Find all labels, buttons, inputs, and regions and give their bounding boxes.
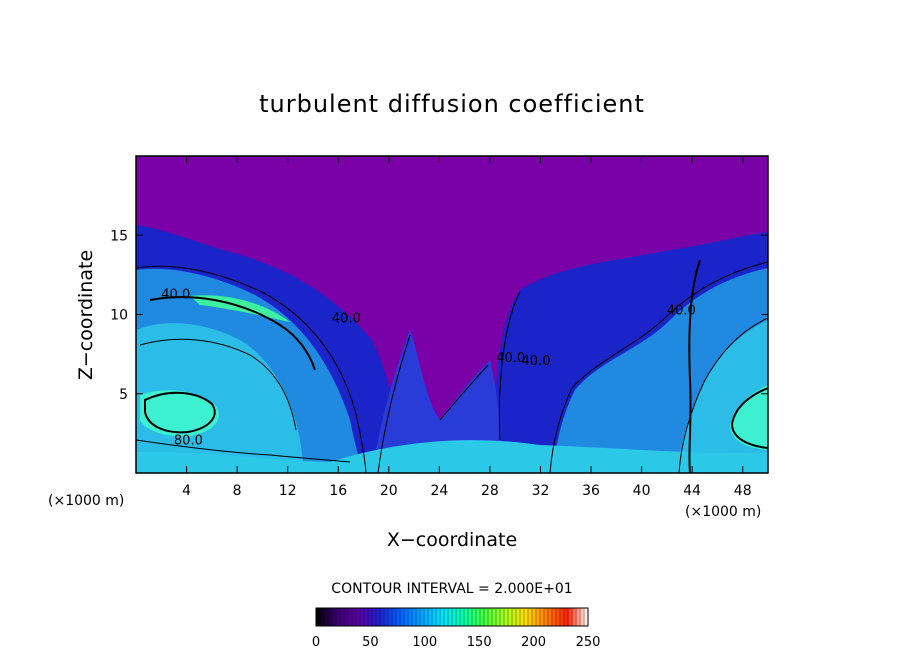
x-tick-label: 32 xyxy=(532,483,550,499)
contour-label: 40.0 xyxy=(667,304,696,319)
contour-line xyxy=(549,261,768,473)
contour-line xyxy=(149,296,316,371)
y-tick-label: 10 xyxy=(110,308,128,324)
colorbar-tick-label: 250 xyxy=(576,635,601,650)
contour-label: 40.0 xyxy=(522,354,551,369)
x-tick-label: 20 xyxy=(380,483,398,499)
right-vortex-core xyxy=(730,385,768,450)
contour-line xyxy=(139,338,297,431)
x-tick-marks: 4 8 12 16 20 24 28 32 36 40 44 48 xyxy=(182,156,752,499)
colorbar-tick-label: 50 xyxy=(362,635,379,650)
colorbar-tick-label: 100 xyxy=(412,635,437,650)
contour-label: 40.0 xyxy=(496,351,525,366)
contour-line xyxy=(688,259,701,473)
contour-line xyxy=(439,364,489,421)
x-tick-label: 44 xyxy=(683,483,701,499)
x-tick-label: 16 xyxy=(329,483,347,499)
contour-lines xyxy=(136,259,768,473)
colorbar-tick-label: 0 xyxy=(312,635,320,650)
central-plume xyxy=(372,330,505,473)
chart-title: turbulent diffusion coefficient xyxy=(259,90,645,118)
colorbar-hatch xyxy=(319,608,585,626)
x-tick-label: 36 xyxy=(582,483,600,499)
x-tick-label: 24 xyxy=(430,483,448,499)
x-tick-label: 28 xyxy=(481,483,499,499)
contour-label: 40.0 xyxy=(161,288,190,303)
contour-interval-label: CONTOUR INTERVAL = 2.000E+01 xyxy=(331,581,572,597)
colorbar-ticks: 0 50 100 150 200 250 xyxy=(312,635,601,650)
x-tick-label: 40 xyxy=(633,483,651,499)
contour-line xyxy=(498,291,521,441)
contour-line xyxy=(730,387,768,449)
x-units-left: (×1000 m) xyxy=(48,493,124,509)
contour-line xyxy=(377,334,411,473)
y-axis-label: Z−coordinate xyxy=(75,250,97,380)
contour-line xyxy=(136,265,367,473)
colorbar-tick-label: 150 xyxy=(467,635,492,650)
contour-line xyxy=(136,439,351,463)
left-band-green xyxy=(190,295,290,322)
field-layer xyxy=(136,225,768,473)
contour-label: 80.0 xyxy=(174,433,203,448)
y-tick-marks: 5 10 15 xyxy=(110,228,768,403)
x-tick-label: 4 xyxy=(182,483,191,499)
y-tick-label: 5 xyxy=(119,387,128,403)
left-vortex-core xyxy=(140,390,219,437)
x-units-right: (×1000 m) xyxy=(685,504,761,520)
colorbar-tick-label: 200 xyxy=(521,635,546,650)
x-tick-label: 48 xyxy=(734,483,752,499)
x-axis-label: X−coordinate xyxy=(387,529,517,551)
contour-label: 40.0 xyxy=(332,311,361,326)
contour-line xyxy=(144,391,216,434)
x-tick-label: 8 xyxy=(233,483,242,499)
contour-line xyxy=(678,317,768,473)
contour-labels: 40.040.080.040.040.040.0 xyxy=(161,288,696,449)
surface-layer xyxy=(136,440,768,473)
y-tick-label: 15 xyxy=(110,228,128,244)
x-tick-label: 12 xyxy=(279,483,297,499)
